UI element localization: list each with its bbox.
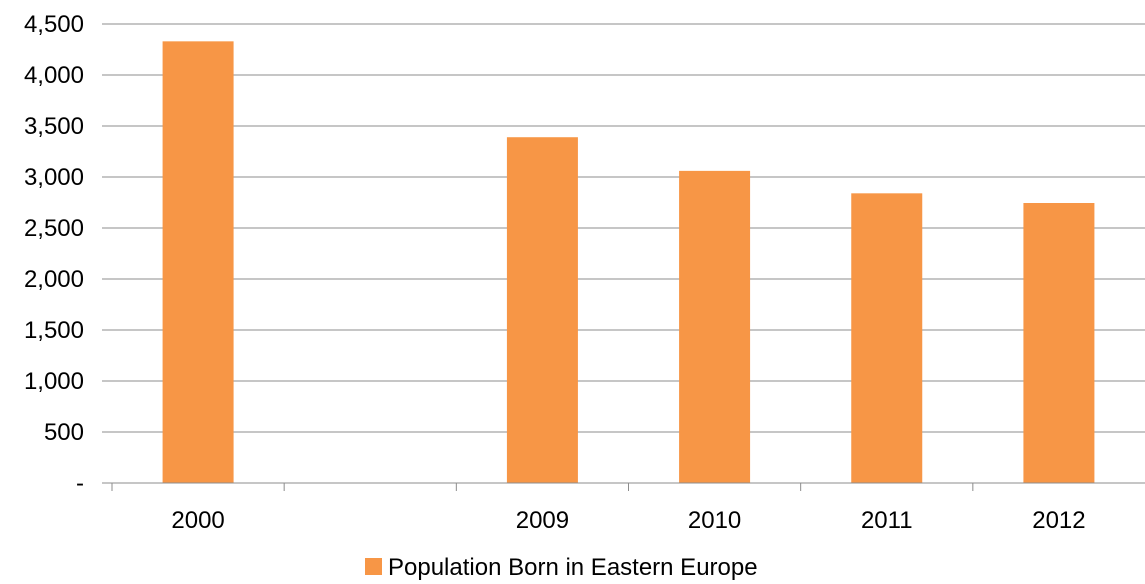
y-tick-label: 2,500 xyxy=(24,215,84,242)
y-tick-label: 3,000 xyxy=(24,164,84,191)
legend-swatch xyxy=(365,558,382,575)
y-axis-ticks: - 500 1,000 1,500 2,000 2,500 3,000 3,500 4,000 4… xyxy=(24,11,84,497)
y-tick-label: 2,000 xyxy=(24,266,84,293)
x-axis-ticks: 2000 2009 2010 2011 2012 xyxy=(111,483,1086,534)
bar-2012 xyxy=(1023,203,1095,483)
bar-2010 xyxy=(679,170,751,483)
y-tick-label: 3,500 xyxy=(24,113,84,140)
legend-label: Population Born in Eastern Europe xyxy=(388,554,758,581)
x-tick-label: 2010 xyxy=(688,507,741,534)
bars xyxy=(162,41,1095,484)
bar-2000 xyxy=(162,41,234,484)
y-tick-label: - xyxy=(76,470,84,497)
y-tick-label: 1,000 xyxy=(24,368,84,395)
gridlines xyxy=(102,23,1145,433)
x-tick-label: 2000 xyxy=(171,507,224,534)
bar-2009 xyxy=(506,137,578,483)
y-tick-label: 4,000 xyxy=(24,62,84,89)
y-tick-label: 1,500 xyxy=(24,317,84,344)
y-tick-label: 500 xyxy=(44,419,84,446)
bar-2011 xyxy=(851,193,923,483)
y-tick-label: 4,500 xyxy=(24,11,84,38)
x-tick-label: 2012 xyxy=(1032,507,1085,534)
x-tick-label: 2009 xyxy=(516,507,569,534)
x-tick-label: 2011 xyxy=(861,507,913,534)
legend: Population Born in Eastern Europe xyxy=(365,554,758,581)
